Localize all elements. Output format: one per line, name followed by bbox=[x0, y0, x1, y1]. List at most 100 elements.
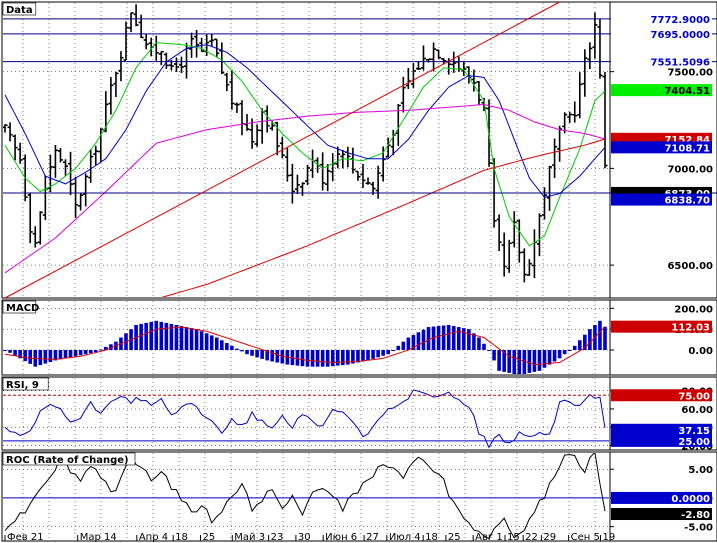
tick-label: 60.00 bbox=[681, 405, 713, 416]
macd-bar bbox=[477, 337, 481, 350]
macd-bar bbox=[451, 326, 456, 350]
macd-bar bbox=[512, 350, 517, 374]
macd-bar bbox=[83, 350, 88, 355]
trendline bbox=[4, 1, 560, 299]
series-group-3 bbox=[4, 453, 606, 540]
macd-bar bbox=[341, 350, 345, 366]
macd-bar bbox=[204, 333, 209, 350]
macd-bar bbox=[230, 345, 234, 350]
macd-bar bbox=[179, 326, 184, 350]
macd-bar bbox=[194, 329, 199, 350]
macd-bar bbox=[164, 322, 169, 350]
macd-bar bbox=[361, 350, 365, 362]
macd-bar bbox=[356, 350, 360, 363]
macd-bar bbox=[371, 350, 375, 359]
panel-title: Data bbox=[6, 5, 33, 16]
x-label: 22 bbox=[525, 532, 538, 543]
x-label: Апр 4 bbox=[139, 532, 168, 543]
price-label: 112.03 bbox=[671, 323, 710, 334]
macd-bar bbox=[245, 350, 249, 355]
macd-bar bbox=[552, 350, 557, 362]
price-label-box bbox=[611, 27, 712, 40]
price-label: 7772.9000 bbox=[651, 15, 711, 26]
macd-bar bbox=[583, 334, 587, 350]
x-label: 25 bbox=[202, 532, 215, 543]
macd-bar bbox=[547, 350, 552, 365]
macd-bar bbox=[159, 321, 164, 350]
price-label: -2.80 bbox=[681, 510, 710, 521]
macd-bar bbox=[174, 325, 179, 350]
price-label: 25.00 bbox=[678, 437, 710, 448]
panel-title: ROC (Rate of Change) bbox=[6, 455, 129, 466]
macd-bar bbox=[184, 327, 189, 350]
price-label: 37.15 bbox=[678, 426, 710, 437]
price-label-box bbox=[611, 84, 712, 97]
macd-bar bbox=[330, 350, 335, 367]
macd-bar bbox=[577, 340, 582, 350]
price-label-box bbox=[611, 491, 712, 504]
price-label-box bbox=[611, 141, 712, 154]
macd-bar bbox=[63, 350, 68, 359]
macd-bar bbox=[88, 350, 93, 354]
macd-bar bbox=[53, 350, 58, 361]
series-line bbox=[4, 42, 606, 247]
macd-bar bbox=[149, 321, 154, 350]
macd-bar bbox=[310, 350, 315, 367]
macd-bar bbox=[562, 350, 567, 355]
tick-label: 5.00 bbox=[688, 465, 713, 476]
series-group-1 bbox=[3, 320, 607, 374]
price-label: 6838.70 bbox=[664, 196, 710, 207]
x-label: 25 bbox=[448, 532, 461, 543]
price-label-box bbox=[611, 423, 712, 436]
macd-bar bbox=[199, 331, 204, 350]
macd-bar bbox=[13, 350, 17, 356]
macd-bar bbox=[315, 350, 320, 367]
x-label: Июл 4 bbox=[389, 532, 421, 543]
macd-bar bbox=[598, 320, 602, 350]
macd-bar bbox=[58, 350, 63, 360]
macd-bar bbox=[235, 348, 239, 350]
series-line bbox=[4, 389, 606, 449]
macd-bar bbox=[209, 335, 214, 350]
macd-bar bbox=[346, 350, 350, 365]
macd-bar bbox=[446, 325, 451, 350]
macd-bar bbox=[48, 350, 53, 362]
price-label: 75.00 bbox=[678, 391, 710, 402]
macd-bar bbox=[225, 343, 229, 350]
series-line bbox=[4, 103, 606, 274]
macd-bar bbox=[78, 350, 83, 356]
macd-bar bbox=[436, 326, 441, 350]
macd-bar bbox=[270, 350, 275, 362]
series-group-2 bbox=[4, 389, 606, 449]
panel-frame-3 bbox=[1, 451, 611, 542]
macd-bar bbox=[572, 345, 577, 350]
price-label-box bbox=[611, 320, 712, 333]
macd-bar bbox=[557, 350, 562, 359]
price-label-box bbox=[611, 508, 712, 521]
macd-bar bbox=[396, 345, 401, 350]
macd-bar bbox=[507, 350, 512, 373]
macd-bar bbox=[482, 343, 486, 350]
panel-title-box bbox=[2, 377, 49, 391]
price-label: 7695.0000 bbox=[651, 30, 711, 41]
macd-bar bbox=[93, 350, 98, 353]
macd-bar bbox=[366, 350, 370, 361]
macd-bar bbox=[214, 337, 219, 350]
x-label: 19 bbox=[602, 532, 615, 543]
panel-title-box bbox=[2, 300, 37, 314]
macd-bar bbox=[492, 350, 496, 361]
price-label-box bbox=[611, 434, 712, 447]
series-line bbox=[161, 138, 606, 297]
macd-bar bbox=[320, 350, 325, 367]
macd-bar bbox=[169, 323, 174, 350]
macd-bar bbox=[376, 350, 380, 358]
price-label-box bbox=[611, 12, 712, 25]
price-label: 7152.84 bbox=[664, 135, 710, 146]
series-line bbox=[4, 326, 606, 366]
macd-bar bbox=[109, 344, 113, 350]
macd-bar bbox=[68, 350, 73, 358]
macd-bar bbox=[38, 350, 43, 366]
macd-bar bbox=[23, 350, 27, 362]
